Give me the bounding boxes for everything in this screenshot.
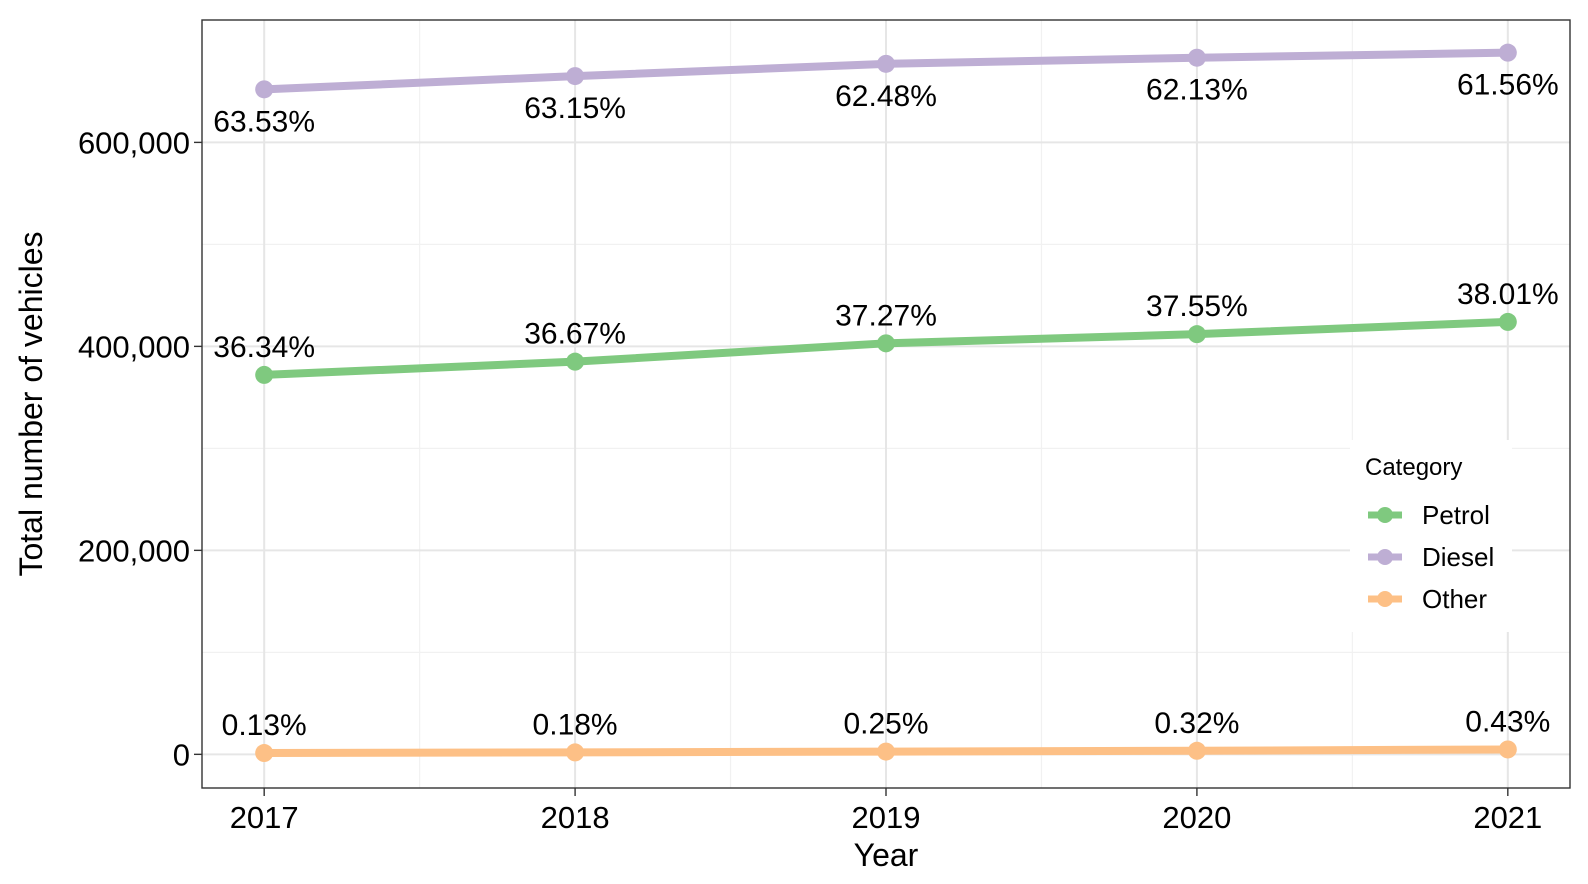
data-label-other: 0.32% xyxy=(1154,707,1239,740)
x-tick-label: 2021 xyxy=(1473,800,1542,835)
y-tick-label: 200,000 xyxy=(78,533,190,568)
data-label-other: 0.13% xyxy=(222,709,307,742)
legend-label-petrol: Petrol xyxy=(1422,500,1490,530)
data-point-other xyxy=(1187,741,1206,760)
data-point-diesel xyxy=(1498,43,1517,62)
data-point-other xyxy=(1498,740,1517,759)
data-point-diesel xyxy=(877,54,895,73)
data-label-other: 0.43% xyxy=(1465,705,1550,738)
data-label-diesel: 63.15% xyxy=(524,92,626,125)
data-point-petrol xyxy=(877,334,895,353)
data-label-petrol: 38.01% xyxy=(1457,278,1559,311)
data-label-petrol: 37.27% xyxy=(835,299,937,332)
data-label-other: 0.18% xyxy=(533,708,618,741)
x-tick-label: 2019 xyxy=(852,800,921,835)
legend-items: Petrol Diesel Other xyxy=(1368,500,1494,614)
data-label-diesel: 61.56% xyxy=(1457,69,1559,102)
x-axis-title: Year xyxy=(854,837,919,873)
series-lines xyxy=(255,43,1517,763)
data-point-petrol xyxy=(1187,325,1206,344)
data-point-petrol xyxy=(1498,312,1517,331)
x-tick-label: 2017 xyxy=(230,800,299,835)
y-tick-label: 400,000 xyxy=(78,329,190,364)
data-label-diesel: 62.48% xyxy=(835,80,937,113)
y-axis-title: Total number of vehicles xyxy=(13,231,49,576)
legend-key-point-diesel xyxy=(1377,549,1393,565)
data-point-petrol xyxy=(255,365,274,384)
data-point-other xyxy=(877,742,895,761)
legend-title: Category xyxy=(1365,454,1462,481)
legend-label-diesel: Diesel xyxy=(1422,542,1494,572)
legend-label-other: Other xyxy=(1422,584,1487,614)
data-label-petrol: 37.55% xyxy=(1146,290,1248,323)
x-tick-label: 2018 xyxy=(541,800,610,835)
y-tick-label: 600,000 xyxy=(78,125,190,160)
data-labels: 36.34% 36.67% 37.27% 37.55% 38.01% 63.53% 63.1… xyxy=(213,69,1558,742)
legend-key-point-petrol xyxy=(1377,507,1393,523)
data-point-petrol xyxy=(566,352,585,371)
legend: Category Petrol Diesel Other xyxy=(1350,440,1512,632)
data-point-diesel xyxy=(566,67,585,86)
data-point-diesel xyxy=(255,80,274,99)
x-tick-label: 2020 xyxy=(1162,800,1231,835)
data-label-diesel: 62.13% xyxy=(1146,74,1248,107)
axes: 0 200,000 400,000 600,000 2017 2018 2019 2020 20… xyxy=(78,125,1542,835)
data-label-petrol: 36.34% xyxy=(213,331,315,364)
legend-key-point-other xyxy=(1377,591,1393,607)
y-tick-label: 0 xyxy=(173,737,190,772)
data-point-diesel xyxy=(1187,48,1206,67)
data-label-other: 0.25% xyxy=(843,708,928,741)
data-point-other xyxy=(255,744,274,763)
data-label-diesel: 63.53% xyxy=(213,105,315,138)
data-point-other xyxy=(566,743,585,762)
data-label-petrol: 36.67% xyxy=(524,318,626,351)
